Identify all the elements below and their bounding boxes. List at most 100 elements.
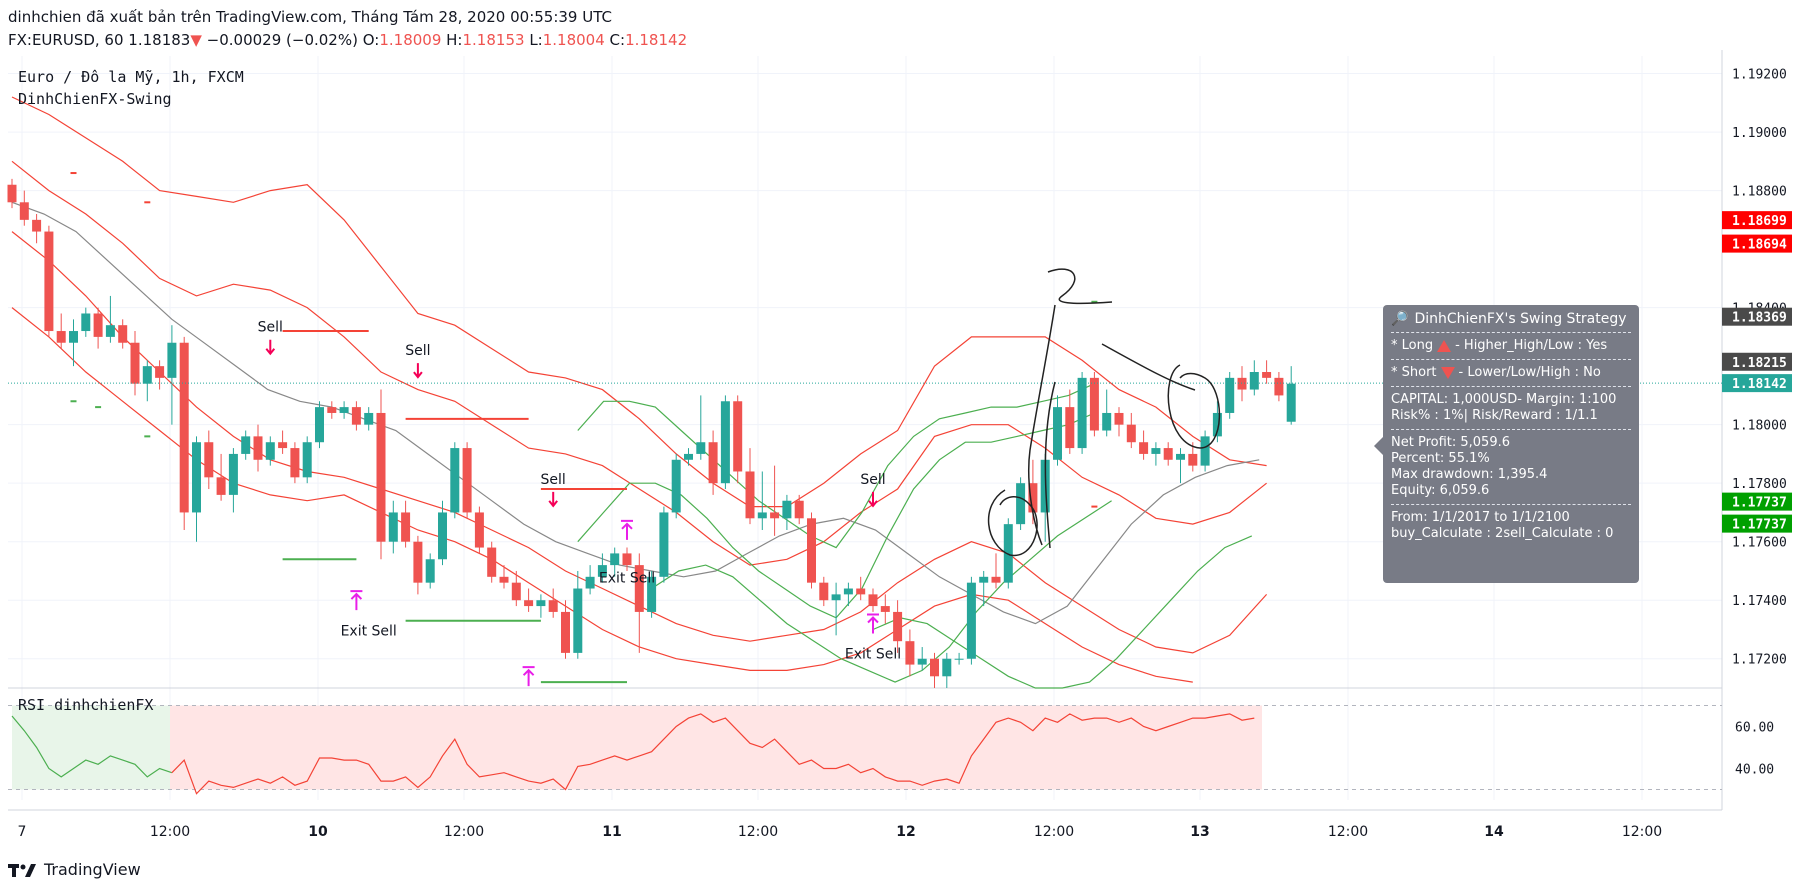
candle-body bbox=[376, 412, 386, 542]
band-red-upper bbox=[11, 96, 1267, 508]
candle-body bbox=[659, 512, 669, 577]
candle-body bbox=[438, 512, 447, 560]
exit-sell-label: Exit Sell bbox=[341, 623, 397, 639]
candle-body bbox=[1077, 377, 1087, 449]
rsi-pane: 60.00 40.00 bbox=[8, 705, 1774, 795]
candle-body bbox=[1065, 407, 1075, 449]
exit-sell-label: Exit Sell bbox=[599, 571, 655, 587]
candle-body bbox=[524, 600, 534, 607]
candle-body bbox=[1089, 377, 1099, 431]
y-tick-label: 1.18000 bbox=[1732, 419, 1787, 434]
short-row: * Short - Lower/Low/High : No bbox=[1391, 365, 1631, 381]
candle-body bbox=[327, 407, 337, 413]
sell-label: Sell bbox=[258, 320, 283, 336]
candle-body bbox=[290, 448, 300, 478]
x-tick-label: 12:00 bbox=[1622, 824, 1662, 840]
legend-rsi: RSI dinhchienFX bbox=[18, 696, 153, 714]
exit-arrow-icon bbox=[867, 613, 879, 634]
high-value: 1.18153 bbox=[462, 31, 525, 49]
candle-body bbox=[1151, 448, 1161, 454]
y-tick-label: 1.17400 bbox=[1732, 594, 1787, 609]
candle-body bbox=[536, 600, 546, 607]
triangle-down-icon bbox=[1440, 366, 1455, 379]
candle-body bbox=[610, 553, 620, 566]
y-tick-label: 1.17800 bbox=[1732, 477, 1787, 492]
candle-body bbox=[930, 658, 939, 677]
publish-info: dinhchien đã xuất bản trên TradingView.c… bbox=[8, 8, 612, 26]
x-tick-label: 13 bbox=[1190, 824, 1209, 840]
candle-body bbox=[1262, 372, 1272, 378]
candle-body bbox=[893, 611, 903, 642]
short-text: - Lower/Low/High : No bbox=[1458, 365, 1601, 380]
candle-body bbox=[204, 442, 214, 478]
candle-body bbox=[856, 588, 866, 595]
max-drawdown-row: Max drawdown: 1,395.4 bbox=[1391, 467, 1548, 482]
sell-label: Sell bbox=[860, 472, 885, 488]
candle-body bbox=[1163, 448, 1173, 460]
candle-body bbox=[622, 553, 632, 566]
sell-arrow-icon bbox=[413, 363, 423, 379]
price-tag bbox=[1722, 234, 1792, 253]
candle-body bbox=[819, 582, 829, 601]
candle-body bbox=[487, 547, 497, 577]
divider bbox=[1391, 332, 1631, 333]
candle-body bbox=[696, 442, 706, 454]
candle-body bbox=[130, 342, 140, 384]
candle-body bbox=[450, 448, 460, 513]
candle-body bbox=[118, 325, 128, 343]
candle-body bbox=[339, 407, 349, 413]
signals: Sell Sell Sell Sell Exit Sell Exit Sell Exit S… bbox=[70, 172, 1098, 687]
candle-body bbox=[1139, 442, 1149, 454]
candle-body bbox=[462, 448, 472, 513]
long-text: - Higher_High/Low : Yes bbox=[1455, 338, 1608, 353]
candle-body bbox=[671, 459, 681, 513]
open-value: 1.18009 bbox=[379, 31, 442, 49]
close-value: 1.18142 bbox=[625, 31, 688, 49]
candle-body bbox=[684, 453, 693, 460]
hand-drawings bbox=[988, 268, 1221, 556]
candle-body bbox=[1126, 424, 1136, 443]
y-tick-label: 1.18800 bbox=[1732, 185, 1787, 200]
candle-body bbox=[757, 512, 767, 519]
candle-body bbox=[966, 582, 976, 659]
candle-body bbox=[1016, 483, 1026, 525]
rsi-line bbox=[171, 713, 1255, 795]
panel-title-text: DinhChienFX's Swing Strategy bbox=[1414, 311, 1627, 327]
candle-body bbox=[44, 231, 54, 332]
candle-body bbox=[19, 202, 29, 220]
capital-row: CAPITAL: 1,000USD- Margin: 1:100 bbox=[1391, 392, 1617, 407]
from-to-row: From: 1/1/2017 to 1/1/2100 bbox=[1391, 510, 1570, 525]
candle-body bbox=[1212, 412, 1222, 437]
tradingview-logo[interactable]: TradingView bbox=[8, 860, 141, 879]
low-value: 1.18004 bbox=[542, 31, 605, 49]
candle-body bbox=[425, 559, 435, 583]
candle-body bbox=[302, 442, 312, 478]
candle-body bbox=[561, 611, 570, 653]
x-tick-label: 12:00 bbox=[1034, 824, 1074, 840]
x-tick-label: 12:00 bbox=[150, 824, 190, 840]
price-tag-label: 1.18215 bbox=[1732, 356, 1787, 371]
candle-body bbox=[105, 325, 115, 337]
x-tick-label: 12 bbox=[896, 824, 915, 840]
sell-label: Sell bbox=[405, 343, 430, 359]
candle-body bbox=[585, 576, 595, 589]
down-arrow-icon: ▼ bbox=[190, 31, 202, 49]
candle-body bbox=[733, 401, 743, 472]
x-tick-label: 12:00 bbox=[1328, 824, 1368, 840]
candle-body bbox=[474, 512, 484, 548]
candle-body bbox=[794, 500, 804, 519]
c-label: C: bbox=[609, 31, 626, 49]
candle-body bbox=[265, 442, 275, 460]
candle-body bbox=[351, 407, 361, 425]
x-tick-label: 12:00 bbox=[738, 824, 778, 840]
candle-body bbox=[942, 658, 952, 677]
candle-body bbox=[573, 588, 583, 653]
candle-body bbox=[634, 565, 644, 612]
candle-body bbox=[647, 576, 657, 612]
divider bbox=[1391, 504, 1631, 505]
candle-body bbox=[401, 512, 411, 542]
candle-body bbox=[597, 565, 607, 577]
tradingview-logo-icon bbox=[8, 863, 36, 877]
candle-body bbox=[880, 606, 890, 612]
candle-body bbox=[32, 219, 42, 232]
